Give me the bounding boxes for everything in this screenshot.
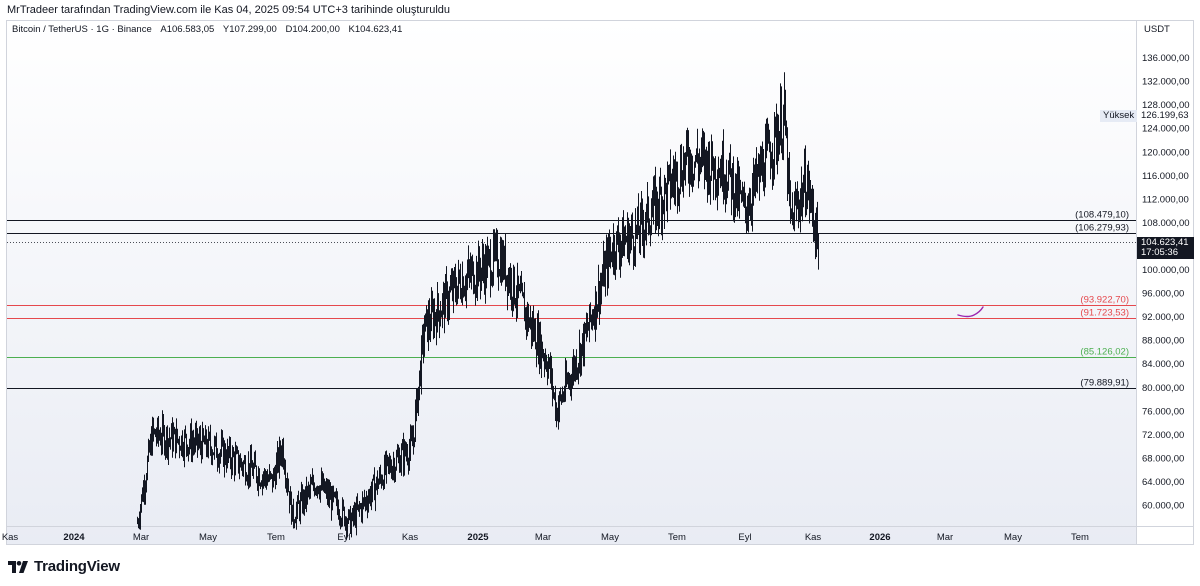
time-tick-label: Kas: [2, 532, 19, 543]
price-tick-label: 136.000,00: [1142, 53, 1190, 64]
chart-attribution: MrTradeer tarafından TradingView.com ile…: [7, 4, 451, 16]
time-tick-label: 2026: [869, 532, 890, 543]
price-axis-divider: [1136, 21, 1137, 544]
time-tick-label: 2024: [63, 532, 85, 543]
price-candles: [137, 72, 819, 540]
price-tick-label: 68.000,00: [1142, 453, 1184, 464]
price-tick-label: 108.000,00: [1142, 218, 1190, 229]
price-tick-label: 60.000,00: [1142, 501, 1184, 512]
price-tick-label: 72.000,00: [1142, 430, 1184, 441]
price-tick-label: 84.000,00: [1142, 359, 1184, 370]
price-tick-label: 80.000,00: [1142, 383, 1184, 394]
tradingview-brand: TradingView: [8, 558, 120, 575]
price-tick-label: 116.000,00: [1142, 171, 1189, 182]
high-marker-label: Yüksek: [1100, 110, 1138, 122]
price-tick-label: 92.000,00: [1142, 312, 1184, 323]
currency-label[interactable]: USDT: [1144, 24, 1170, 35]
last-price-value: 104.623,41: [1141, 237, 1189, 248]
level-label: (79.889,91): [1080, 378, 1129, 389]
price-tick-label: 120.000,00: [1142, 147, 1190, 158]
tradingview-logo-icon: [8, 560, 28, 573]
open-label: A: [160, 24, 167, 35]
low-value: 104.200,00: [292, 24, 340, 35]
tradingview-wordmark: TradingView: [34, 558, 120, 575]
close-value: 104.623,41: [354, 24, 403, 35]
time-tick-label: 2025: [467, 532, 489, 543]
symbol-name: Bitcoin / TetherUS · 1G · Binance: [12, 24, 152, 35]
time-tick-label: Mar: [535, 532, 551, 543]
bar-countdown: 17:05:36: [1141, 247, 1178, 258]
time-tick-label: Kas: [805, 532, 822, 543]
level-label: (85.126,02): [1080, 347, 1129, 358]
high-label: Y: [222, 24, 230, 35]
time-tick-label: Eyl: [337, 532, 350, 543]
open-value: 106.583,05: [166, 24, 215, 35]
level-label: (93.922,70): [1080, 295, 1129, 306]
drawing-annotation: [957, 306, 984, 318]
high-marker-price: 126.199,63: [1141, 110, 1189, 121]
price-tick-label: 132.000,00: [1142, 77, 1190, 88]
time-tick-label: May: [199, 532, 217, 543]
high-value: 107.299,00: [229, 24, 277, 35]
last-price-badge: 104.623,41 17:05:36: [1137, 237, 1194, 259]
price-tick-label: 64.000,00: [1142, 477, 1184, 488]
price-tick-label: 124.000,00: [1142, 124, 1190, 135]
close-label: K: [348, 24, 355, 35]
symbol-legend: Bitcoin / TetherUS · 1G · Binance A106.5…: [12, 24, 402, 35]
level-label: (91.723,53): [1080, 308, 1129, 319]
level-label: (106.279,93): [1075, 223, 1129, 234]
price-tick-label: 96.000,00: [1142, 289, 1184, 300]
price-tick-label: 112.000,00: [1142, 194, 1189, 205]
price-tick-label: 100.000,00: [1142, 265, 1190, 276]
low-label: D: [285, 24, 293, 35]
time-tick-label: Eyl: [738, 532, 751, 543]
time-tick-label: Mar: [937, 532, 953, 543]
time-tick-label: Kas: [402, 532, 419, 543]
time-tick-label: May: [1004, 532, 1022, 543]
chart-frame: [6, 20, 1194, 545]
plot-area[interactable]: [7, 21, 1136, 544]
time-tick-label: Tem: [267, 532, 285, 543]
time-tick-label: Tem: [1071, 532, 1089, 543]
level-label: (108.479,10): [1075, 210, 1129, 221]
price-tick-label: 88.000,00: [1142, 336, 1184, 347]
time-tick-label: Tem: [668, 532, 686, 543]
time-axis-divider: [7, 526, 1194, 527]
price-tick-label: 76.000,00: [1142, 406, 1184, 417]
time-tick-label: Mar: [133, 532, 149, 543]
price-tick-label: 128.000,00: [1142, 100, 1190, 111]
time-tick-label: May: [601, 532, 619, 543]
